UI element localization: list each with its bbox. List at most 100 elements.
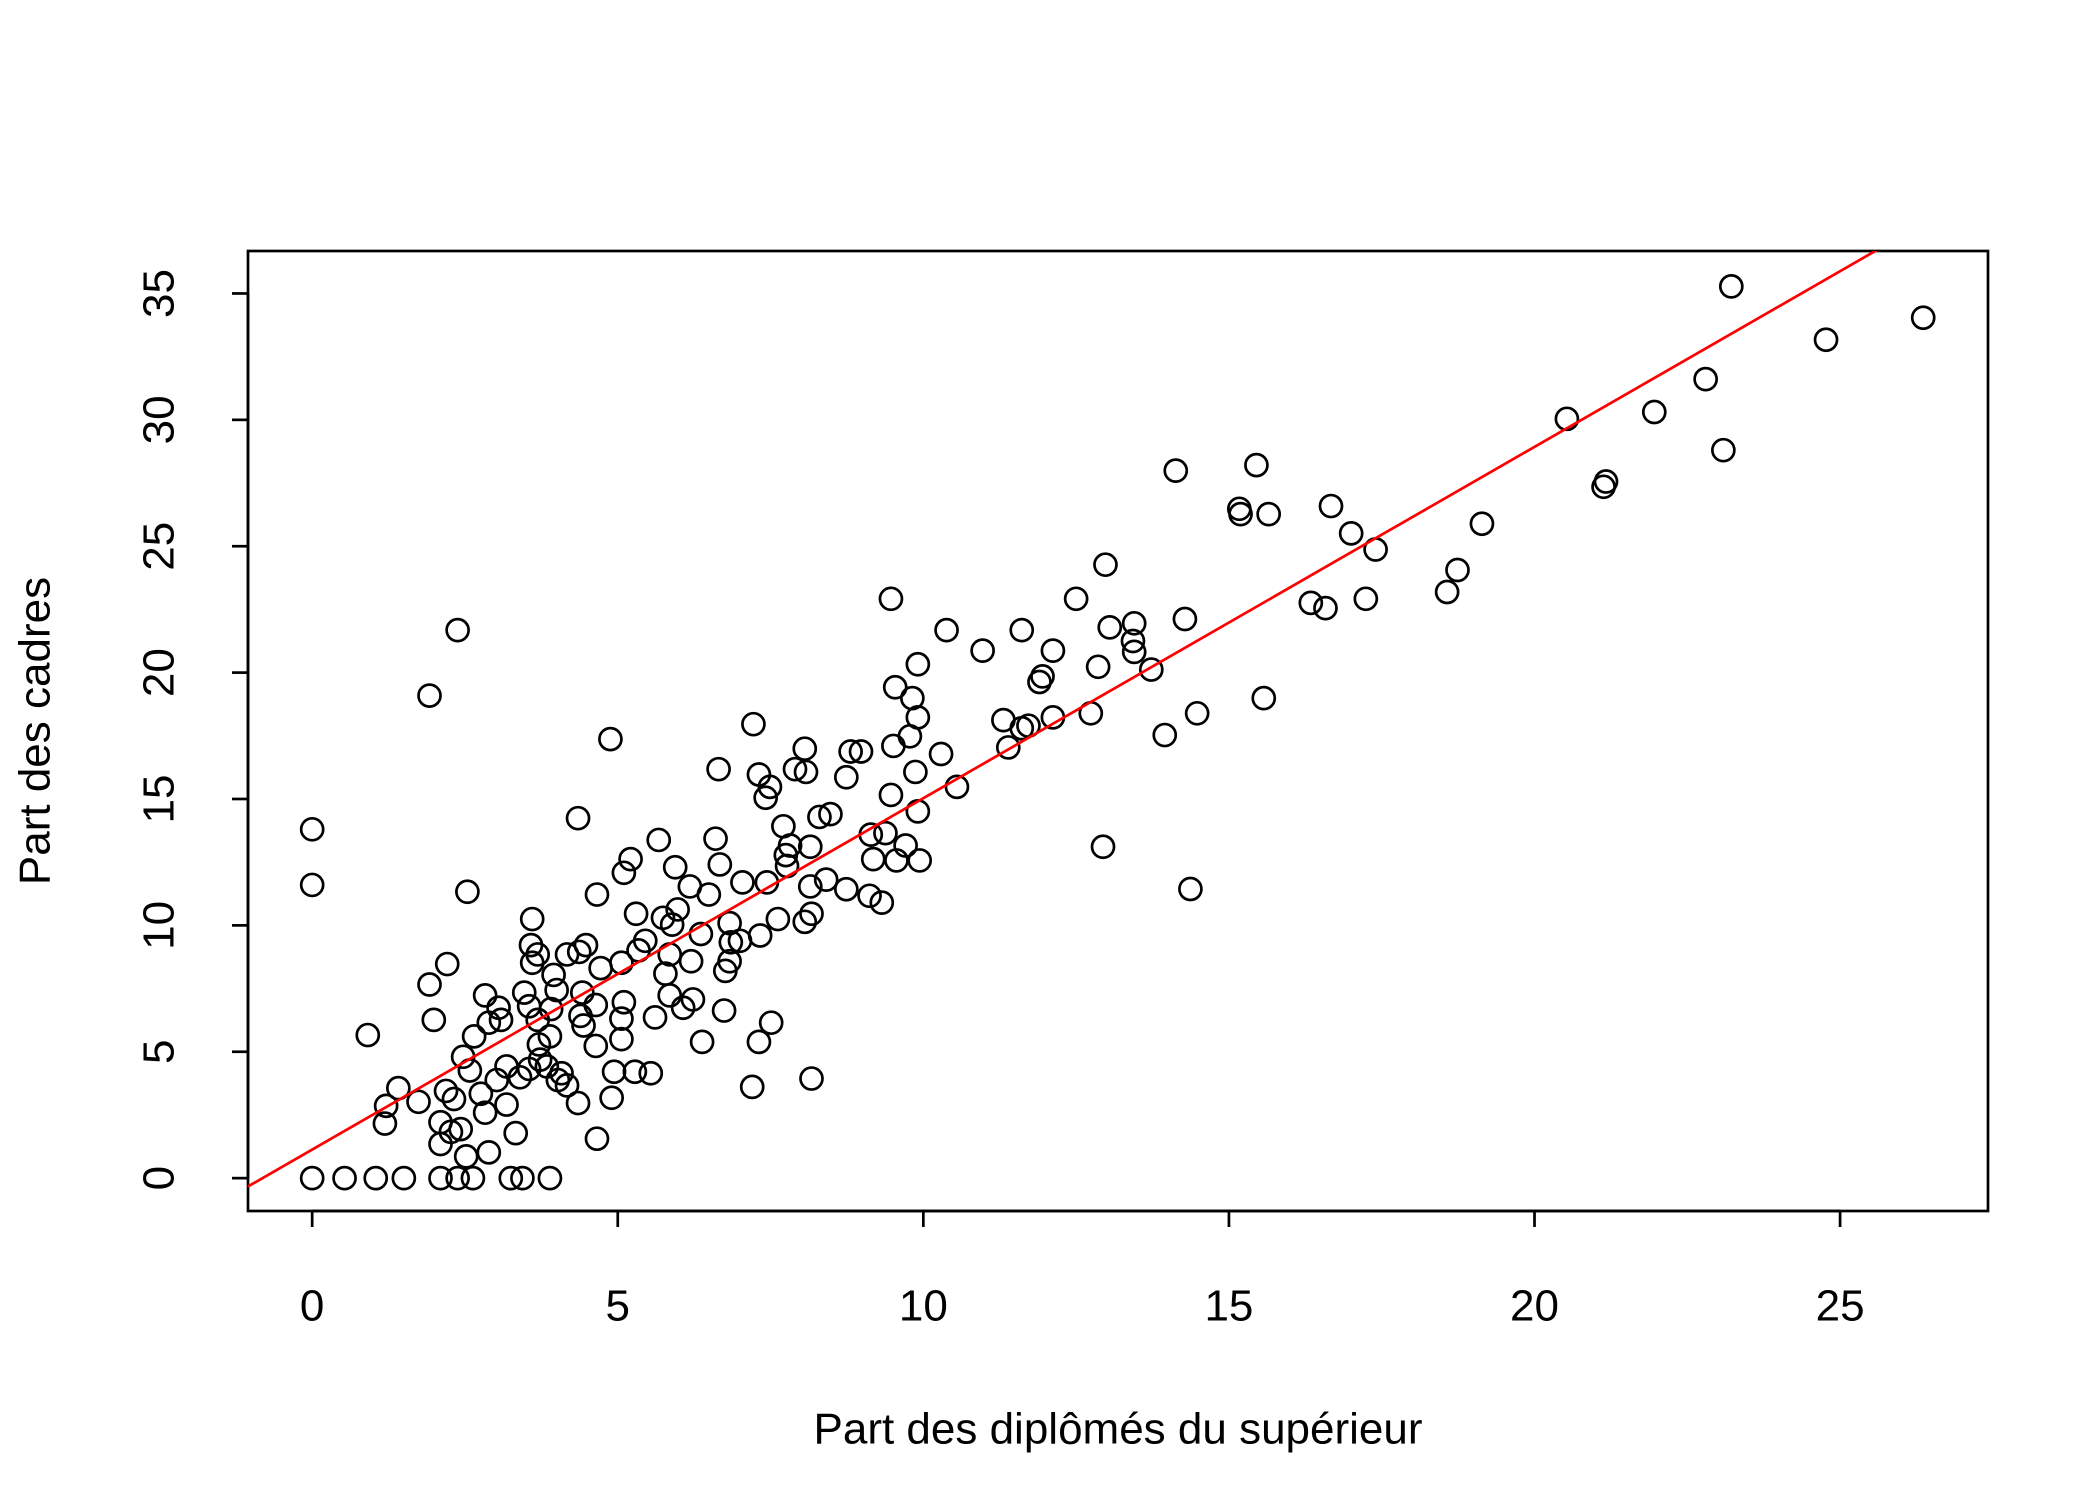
point	[717, 910, 742, 936]
point	[1711, 437, 1736, 463]
point	[746, 1029, 772, 1055]
point	[611, 860, 637, 886]
point	[782, 756, 808, 782]
y-tick-label: 35	[135, 269, 184, 318]
point	[611, 989, 637, 1015]
point	[792, 736, 818, 762]
point	[417, 683, 442, 708]
point	[818, 801, 843, 827]
y-tick-label: 15	[135, 775, 184, 824]
point	[893, 833, 918, 858]
point	[472, 983, 498, 1008]
point	[706, 756, 731, 782]
point	[680, 987, 706, 1012]
point	[753, 785, 779, 811]
point	[797, 834, 823, 860]
point	[848, 739, 874, 764]
point	[758, 1010, 784, 1036]
point	[448, 1116, 474, 1142]
y-tick-label: 30	[135, 395, 184, 444]
point	[757, 774, 783, 800]
point	[642, 1005, 668, 1030]
point	[878, 782, 904, 808]
point	[1121, 639, 1147, 665]
point	[441, 1086, 467, 1112]
point	[519, 950, 545, 976]
point	[1172, 606, 1198, 632]
point	[503, 1120, 529, 1146]
point	[571, 1013, 596, 1038]
point	[537, 1023, 563, 1049]
point	[881, 733, 906, 759]
point	[1040, 638, 1066, 663]
point	[905, 705, 931, 730]
point	[599, 1085, 624, 1111]
point	[391, 1165, 417, 1191]
point	[468, 1081, 494, 1107]
point	[703, 826, 728, 852]
point	[460, 1165, 486, 1191]
point	[1009, 617, 1035, 643]
point	[739, 1074, 765, 1100]
point	[741, 711, 766, 737]
point	[873, 820, 898, 846]
point	[793, 759, 819, 785]
x-tick-label: 25	[1816, 1282, 1865, 1331]
point	[549, 1060, 574, 1086]
point	[363, 1165, 389, 1191]
point	[1120, 628, 1146, 654]
point	[498, 1165, 524, 1191]
point	[588, 955, 613, 981]
point	[433, 1078, 459, 1104]
point	[903, 759, 928, 785]
point	[1469, 511, 1495, 537]
x-tick-label: 10	[899, 1282, 948, 1331]
point	[428, 1165, 453, 1191]
point	[507, 1064, 533, 1090]
point	[638, 1060, 664, 1086]
point	[488, 1007, 514, 1033]
point	[807, 804, 832, 830]
y-tick-label: 0	[135, 1166, 184, 1190]
point	[1228, 501, 1253, 527]
point	[907, 848, 933, 873]
point	[494, 1092, 519, 1117]
point	[1318, 493, 1344, 519]
point	[678, 948, 704, 974]
point	[657, 983, 683, 1008]
point	[623, 901, 649, 927]
point	[928, 741, 954, 767]
point	[1138, 657, 1164, 682]
point	[609, 1026, 634, 1052]
point	[519, 906, 545, 932]
point	[1090, 834, 1116, 860]
point	[455, 879, 480, 905]
point	[544, 977, 569, 1003]
point	[1718, 274, 1744, 299]
point	[878, 586, 904, 612]
point	[527, 1047, 553, 1072]
point	[566, 939, 592, 965]
point	[882, 674, 908, 700]
point	[598, 726, 623, 752]
point	[860, 846, 886, 872]
point	[995, 735, 1021, 760]
point	[609, 1006, 634, 1031]
point	[510, 1165, 535, 1191]
point	[905, 651, 931, 677]
point	[944, 774, 970, 800]
point	[511, 980, 537, 1005]
point	[537, 1165, 563, 1191]
point	[799, 1066, 824, 1091]
point	[541, 962, 566, 988]
point	[609, 950, 634, 976]
point	[299, 872, 325, 898]
point	[584, 1126, 610, 1152]
point	[453, 1144, 479, 1169]
point	[707, 852, 733, 877]
point	[1445, 557, 1470, 583]
point	[1298, 590, 1324, 616]
point	[299, 1165, 325, 1191]
point	[299, 816, 325, 842]
